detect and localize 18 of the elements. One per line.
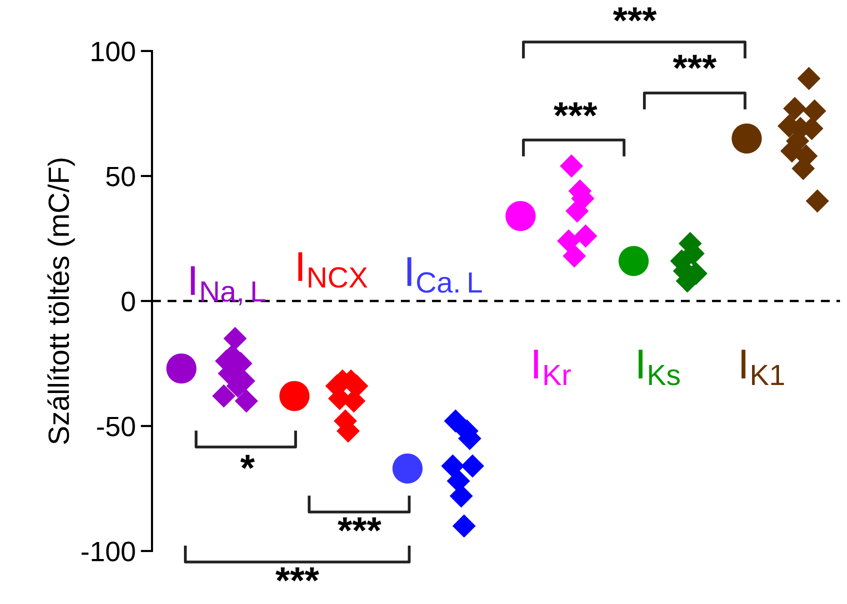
y-tick-label: 50 — [106, 166, 135, 186]
annotation: *** — [338, 517, 382, 532]
annotation: * — [240, 454, 255, 469]
y-tick-label: 100 — [92, 42, 135, 62]
annotation: I$_{Ca.L}$ — [407, 257, 482, 293]
annotation: I$_{K1}$ — [742, 350, 784, 386]
annotation: *** — [554, 102, 598, 116]
annotation: *** — [672, 54, 717, 69]
y-axis-title: Szállított töltés (mC/F) — [47, 158, 75, 444]
y-tick-label: -100 — [82, 542, 135, 562]
annotation: I$_{Na,L}$ — [190, 266, 266, 306]
annotation: I$_{Kr}$ — [534, 350, 571, 386]
annotation: I$_{Ks}$ — [638, 350, 680, 386]
text: *** — [276, 567, 320, 582]
annotation: I$_{NCX}$ — [298, 252, 368, 288]
text: *** — [613, 7, 657, 22]
y-tick-label: -50 — [97, 416, 135, 436]
y-tick-label: 0 — [122, 292, 135, 312]
